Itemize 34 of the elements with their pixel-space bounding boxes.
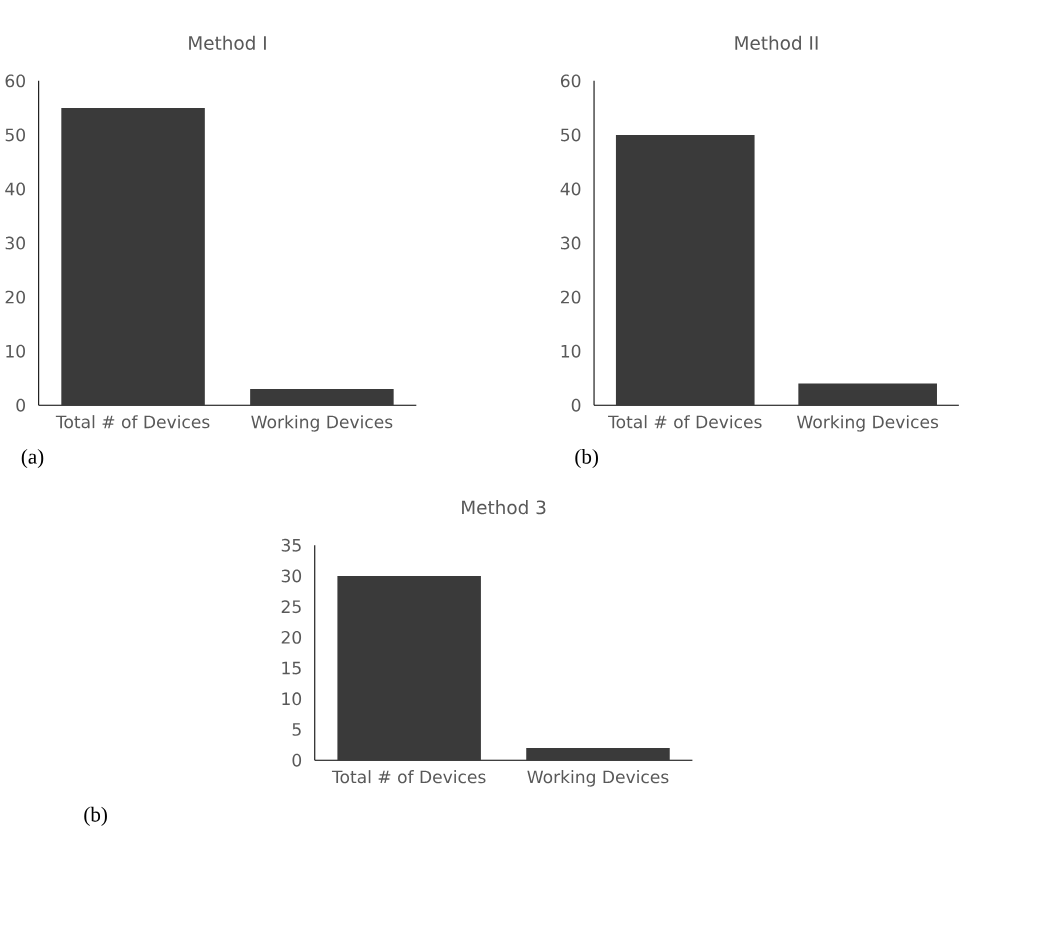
y-tick-label: 30 <box>561 236 581 250</box>
y-tick-label: 30 <box>5 236 25 250</box>
y-tick-label: 30 <box>281 569 302 583</box>
x-tick-label: Working Devices <box>797 415 939 432</box>
x-tick-label: Total # of Devices <box>608 415 762 429</box>
y-tick-label: 20 <box>5 290 25 304</box>
y-tick-label: 15 <box>282 661 301 675</box>
y-tick-label: 5 <box>292 723 301 736</box>
y-tick-label: 0 <box>292 753 302 767</box>
y-tick-label: 50 <box>561 128 581 142</box>
x-tick-label: Working Devices <box>251 415 393 432</box>
y-tick-label: 0 <box>16 398 25 412</box>
y-tick-label: 50 <box>5 128 25 142</box>
y-tick-label: 60 <box>560 74 581 88</box>
y-tick-label: 25 <box>281 600 301 614</box>
y-tick-label: 10 <box>561 344 581 358</box>
x-tick-label: Working Devices <box>527 770 669 787</box>
y-tick-label: 20 <box>561 290 581 304</box>
x-tick-label: Total # of Devices <box>331 770 486 784</box>
text: (a) <box>21 449 44 469</box>
chart-title: Method I <box>189 35 266 51</box>
text: (b) <box>84 807 107 827</box>
y-tick-label: 35 <box>281 538 301 552</box>
y-tick-label: 0 <box>571 398 581 412</box>
text: (b) <box>575 449 598 469</box>
chart-title: Method 3 <box>462 500 546 515</box>
y-tick-label: 20 <box>281 631 302 644</box>
chart-title: Method II <box>735 35 818 51</box>
y-tick-label: 60 <box>5 74 25 88</box>
y-tick-label: 10 <box>6 344 25 358</box>
x-tick-label: Total # of Devices <box>55 415 210 429</box>
y-tick-label: 10 <box>282 692 302 706</box>
y-tick-label: 40 <box>560 182 581 196</box>
y-tick-label: 40 <box>5 182 25 196</box>
